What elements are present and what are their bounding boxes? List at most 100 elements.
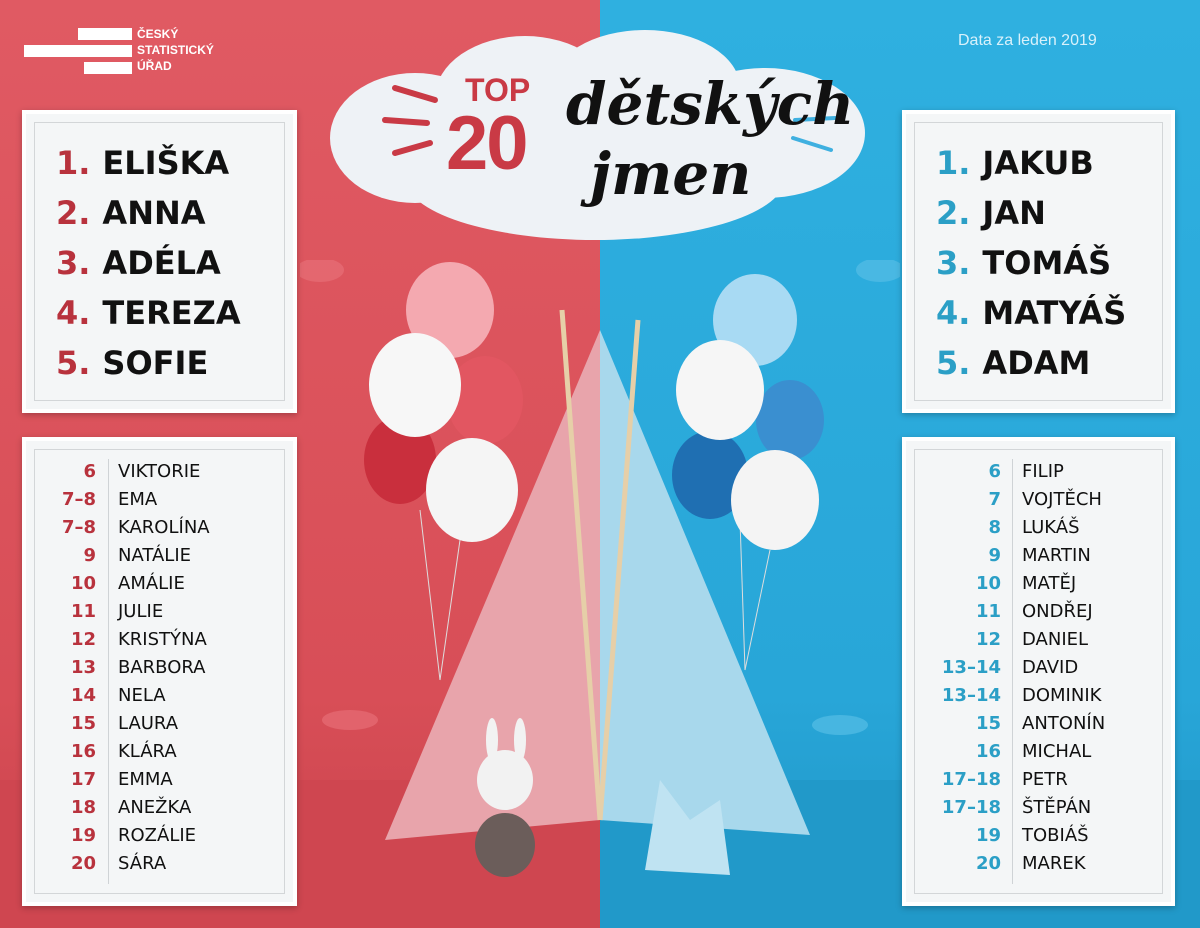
name: NELA [118,685,166,706]
girls-top5-panel: 1. ELIŠKA 2. ANNA 3. ADÉLA 4. TEREZA 5. SOFIE [22,110,297,413]
title-top: TOP [465,72,531,108]
rank-number: 17 [70,769,96,790]
title-number: 20 [446,101,529,186]
name: MICHAL [1022,741,1092,762]
name: MATYÁŠ [982,294,1127,332]
name: ŠTĚPÁN [1022,797,1092,818]
rank-number: 16 [70,741,96,762]
name: NATÁLIE [118,545,192,566]
rank-number: 19 [70,825,96,846]
name: DANIEL [1022,629,1089,650]
top-name-row: 2. JAN [936,194,1046,232]
top-name-row: 1. ELIŠKA [56,144,229,182]
rank-number: 15 [975,713,1001,734]
rank-number: 7–8 [61,489,96,510]
rank-number: 9 [83,545,96,566]
title-cloud-icon [330,30,865,240]
rank-number: 4. [936,294,971,332]
name: SÁRA [118,853,167,874]
bunny-toy-icon [475,718,535,877]
title-script-line1: dětských [566,70,855,138]
rank-number: 17–18 [941,769,1001,790]
rank-number: 7–8 [61,517,96,538]
rank-number: 12 [70,629,96,650]
rank-number: 4. [56,294,91,332]
name: JAKUB [982,144,1094,182]
rank-number: 2. [56,194,91,232]
name: ADAM [982,344,1091,382]
logo-line: ČESKÝ [137,27,179,41]
rank-number: 5. [936,344,971,382]
cloud-decor-icon [812,260,900,735]
name: MARTIN [1022,545,1091,566]
rank-number: 6 [988,461,1001,482]
tent-right-icon [600,330,810,835]
rank-number: 5. [56,344,91,382]
top-name-row: 3. TOMÁŠ [936,244,1111,282]
rank-number: 10 [975,573,1001,594]
name: EMMA [118,769,173,790]
name: ANTONÍN [1022,713,1106,734]
rank-number: 9 [988,545,1001,566]
rank-number: 10 [70,573,96,594]
name: KLÁRA [118,741,177,762]
rank-number: 11 [975,601,1001,622]
name: VIKTORIE [118,461,201,482]
name: TOMÁŠ [982,244,1112,282]
pink-balloons-icon [364,262,523,542]
rank-number: 6 [83,461,96,482]
title-script-line2: jmen [590,140,752,208]
name: ONDŘEJ [1022,601,1093,622]
czso-logo: ČESKÝ STATISTICKÝ ÚŘAD [24,26,214,78]
rank-number: 1. [56,144,91,182]
name: ADÉLA [102,244,221,282]
rank-number: 3. [936,244,971,282]
name: EMA [118,489,158,510]
boys-rest-panel: 6 FILIP 7 VOJTĚCH 8 LUKÁŠ 9 MARTIN 10 MATĚJ 11 ONDŘ… [902,437,1175,906]
name: JULIE [118,601,164,622]
name: FILIP [1022,461,1064,482]
rank-number: 13–14 [941,685,1001,706]
name: SOFIE [102,344,209,382]
logo-bars-icon [24,26,132,78]
top-name-row: 4. MATYÁŠ [936,294,1126,332]
name: ANNA [102,194,206,232]
rank-number: 19 [975,825,1001,846]
rank-number: 3. [56,244,91,282]
girls-rest-panel: 6 VIKTORIE 7–8 EMA 7–8 KAROLÍNA 9 NATÁLIE 10 AMÁL… [22,437,297,906]
date-note: Data za leden 2019 [958,32,1097,49]
tent-left-icon [385,330,600,840]
top-name-row: 3. ADÉLA [56,244,221,282]
name: VOJTĚCH [1022,489,1102,510]
rank-number: 14 [70,685,96,706]
top-name-row: 2. ANNA [56,194,206,232]
rank-number: 16 [975,741,1001,762]
top-name-row: 5. ADAM [936,344,1090,382]
rank-number: 17–18 [941,797,1001,818]
logo-line: ÚŘAD [137,59,172,73]
name: KRISTÝNA [118,629,207,650]
rank-number: 1. [936,144,971,182]
name: LAURA [118,713,179,734]
name: ELIŠKA [102,144,230,182]
name: ANEŽKA [118,797,192,818]
rank-number: 13 [70,657,96,678]
cat-pillow-icon [645,780,730,875]
name: TOBIÁŠ [1022,825,1089,846]
logo-text: ČESKÝ STATISTICKÝ ÚŘAD [137,26,214,74]
cloud-decor-icon [300,260,378,730]
name: ROZÁLIE [118,825,197,846]
logo-line: STATISTICKÝ [137,43,214,57]
tent-balloons-illustration [300,260,900,877]
name: DAVID [1022,657,1079,678]
rank-number: 7 [988,489,1001,510]
name: KAROLÍNA [118,517,210,538]
name: BARBORA [118,657,206,678]
name: LUKÁŠ [1022,517,1080,538]
rank-number: 8 [988,517,1001,538]
name: MATĚJ [1022,573,1077,594]
rank-number: 20 [975,853,1001,874]
top-name-row: 4. TEREZA [56,294,241,332]
rank-number: 20 [70,853,96,874]
rank-number: 11 [70,601,96,622]
